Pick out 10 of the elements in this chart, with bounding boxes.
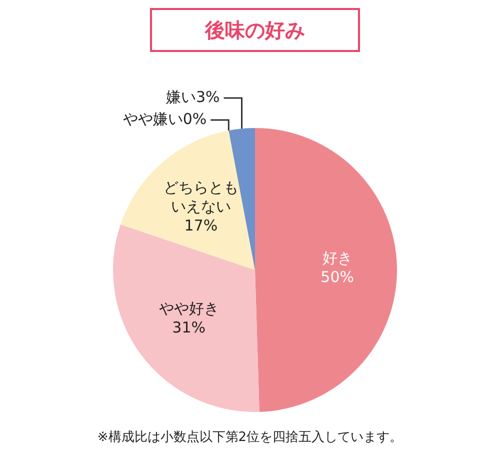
slice-label: やや好き — [158, 299, 219, 318]
slice-label: 好き — [322, 249, 352, 268]
slice-label: どちらともいえない — [163, 178, 238, 216]
legend-label: やや嫌い0% — [122, 110, 207, 128]
text: ※構成比は小数点以下第2位を四捨五入しています。 — [96, 429, 404, 446]
chart-title: 後味の好み — [150, 8, 360, 52]
data-label: 50% — [320, 268, 354, 286]
data-label: 31% — [172, 318, 206, 336]
slice-label: 嫌い3% — [166, 88, 220, 106]
data-label: 17% — [184, 216, 218, 235]
